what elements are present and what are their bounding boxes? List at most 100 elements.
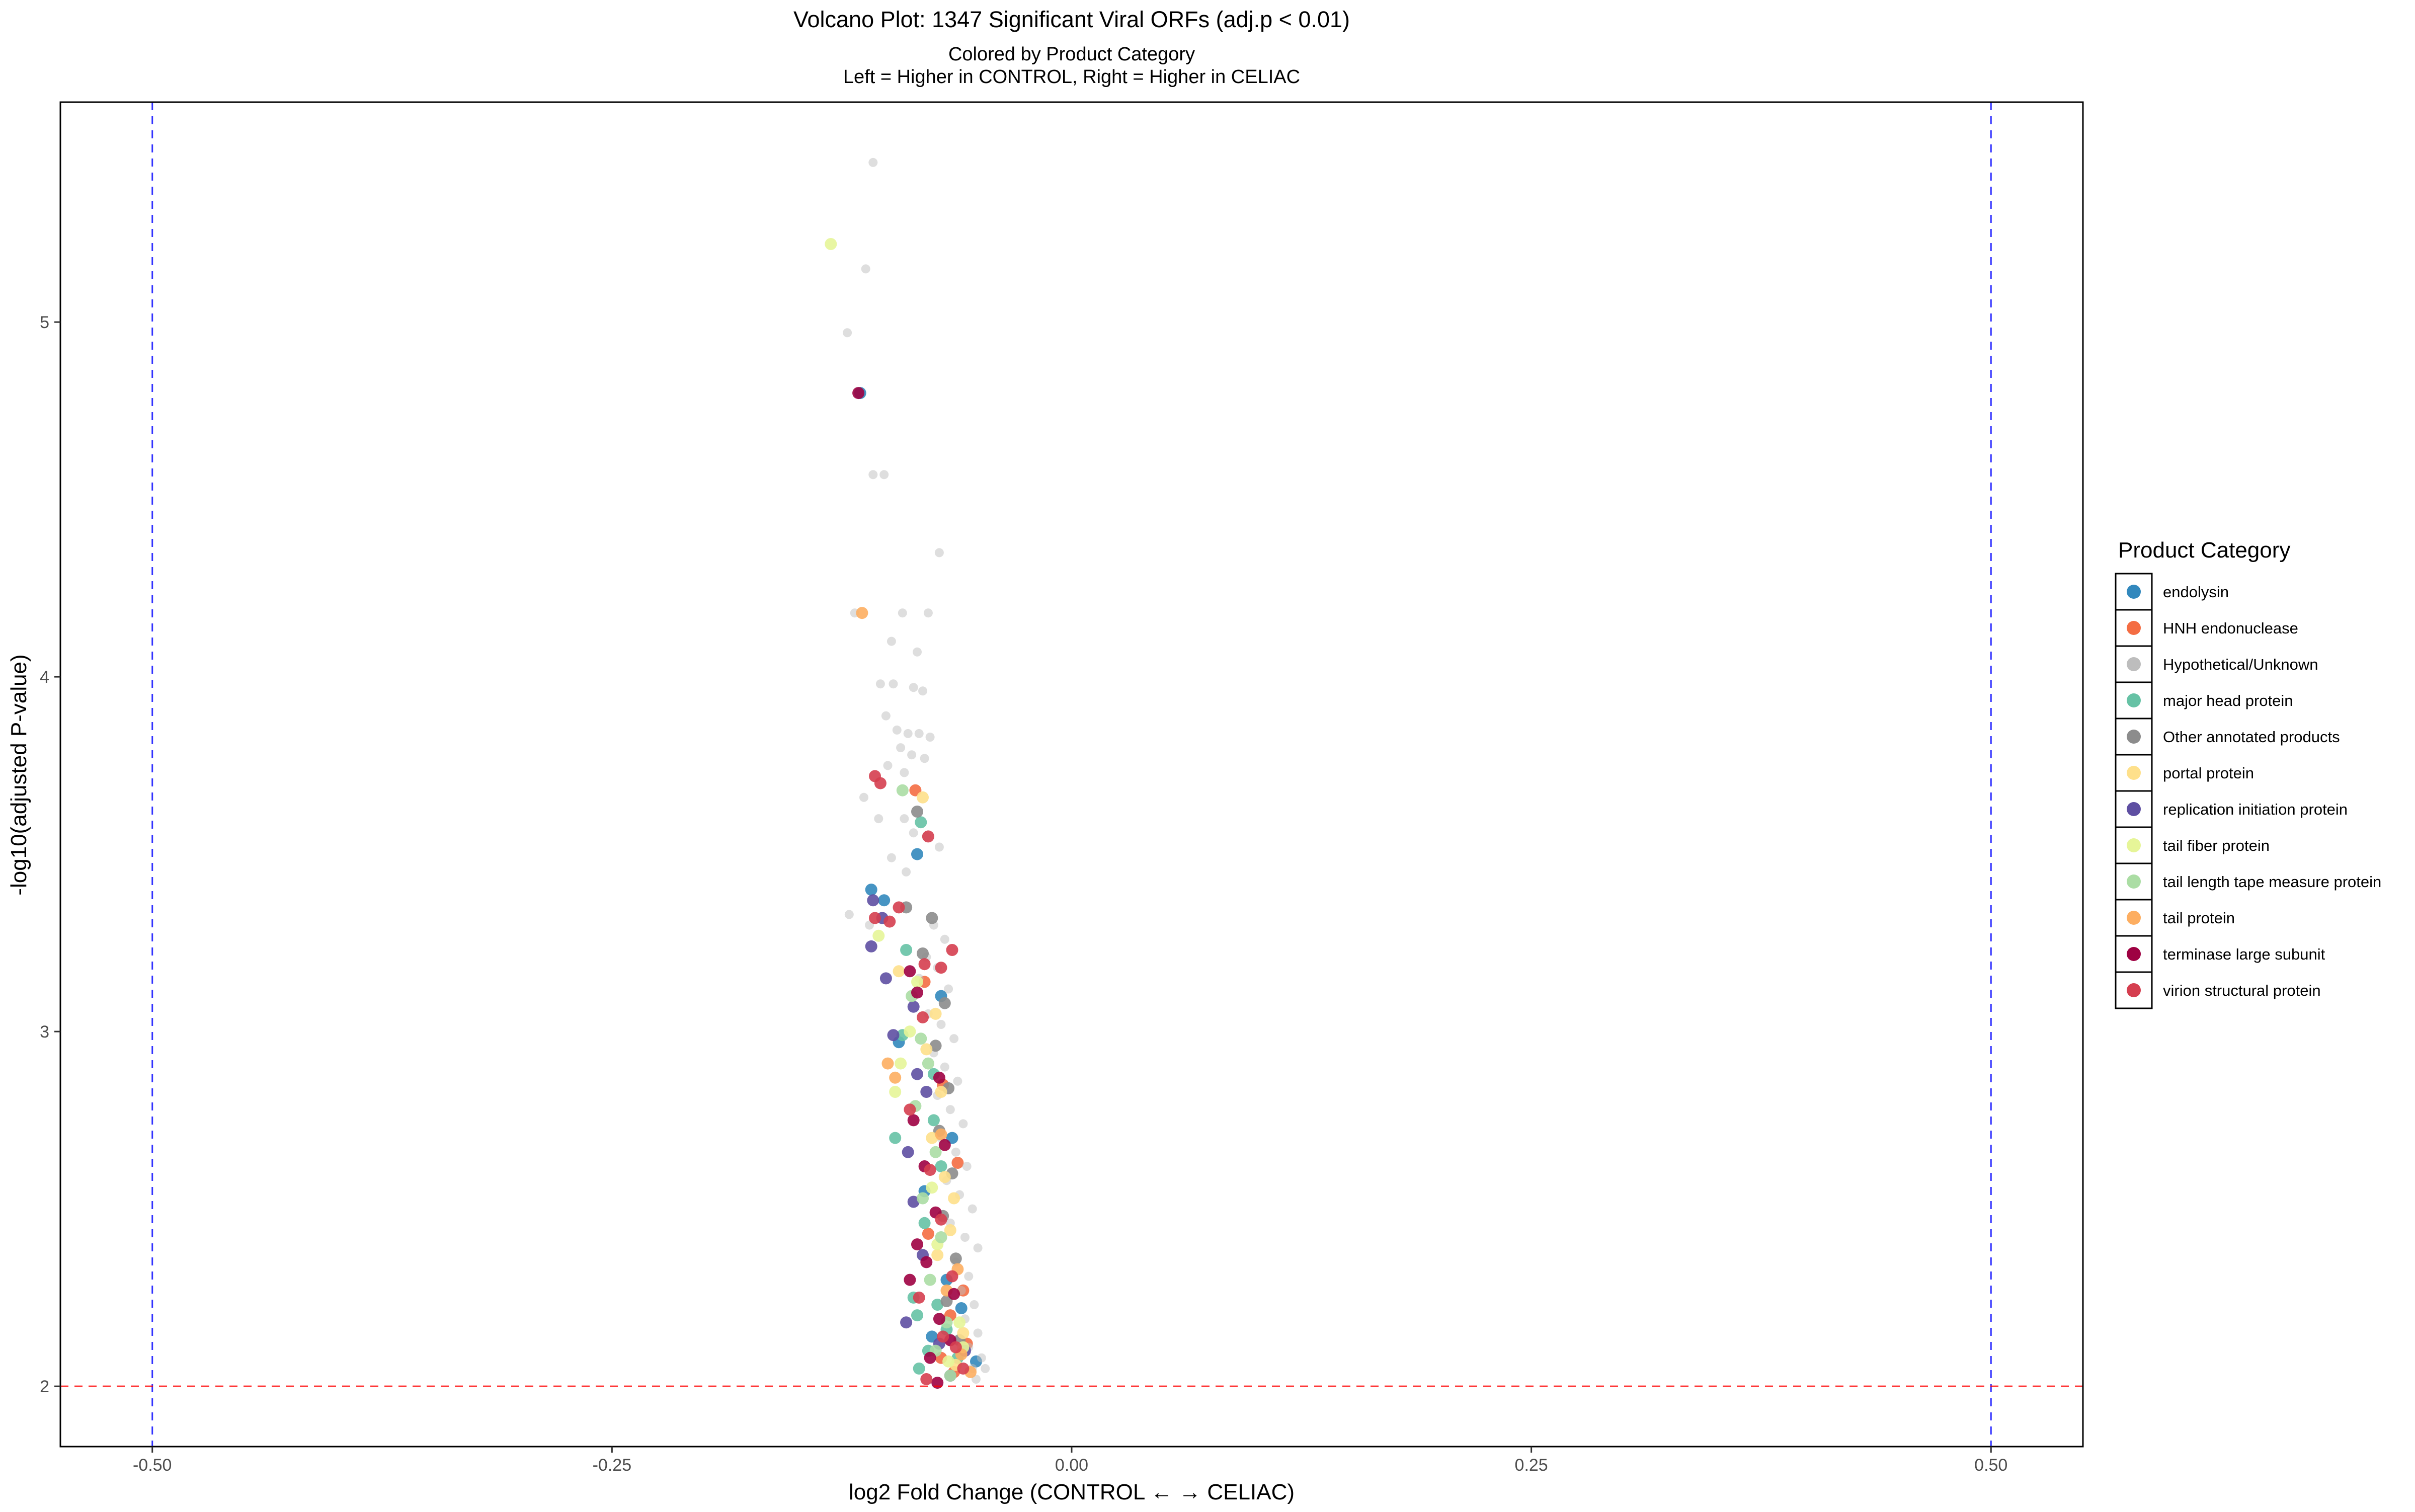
- data-point: [933, 1071, 945, 1084]
- legend-label: major head protein: [2163, 692, 2293, 709]
- data-point: [922, 1057, 934, 1070]
- legend-swatch: [2127, 802, 2141, 816]
- data-point: [889, 679, 898, 689]
- data-point: [917, 947, 929, 960]
- legend-key: [2115, 645, 2153, 683]
- legend-swatch: [2127, 693, 2141, 707]
- data-point: [900, 814, 909, 824]
- data-point: [951, 1157, 964, 1169]
- data-point: [900, 944, 913, 956]
- data-point: [924, 1274, 936, 1286]
- legend-items: endolysin HNH endonuclease Hypothetical/Un…: [2115, 573, 2381, 1009]
- y-tick-label: 2: [40, 1377, 49, 1396]
- data-point: [938, 1171, 951, 1183]
- data-point: [902, 867, 911, 877]
- legend-label: virion structural protein: [2163, 982, 2321, 999]
- data-point: [922, 1228, 934, 1240]
- data-point: [872, 929, 885, 942]
- data-point: [892, 725, 902, 735]
- legend-swatch: [2127, 874, 2141, 889]
- data-point: [881, 1057, 894, 1070]
- data-point: [945, 1105, 955, 1115]
- data-point: [874, 814, 883, 824]
- data-point: [914, 729, 924, 738]
- data-point: [957, 1327, 970, 1339]
- data-point: [843, 328, 852, 338]
- legend-label: portal protein: [2163, 764, 2254, 782]
- legend-swatch: [2127, 730, 2141, 744]
- data-point: [909, 828, 918, 838]
- data-point: [973, 1328, 983, 1338]
- data-point: [904, 1025, 916, 1038]
- data-point: [946, 1270, 958, 1283]
- data-points-layer: [825, 157, 990, 1389]
- data-point: [934, 842, 944, 852]
- data-point: [977, 1353, 986, 1363]
- legend-label: HNH endonuclease: [2163, 619, 2298, 637]
- data-point: [895, 1057, 907, 1070]
- data-point: [861, 264, 870, 274]
- legend-swatch: [2127, 585, 2141, 599]
- data-point: [844, 910, 854, 919]
- data-point: [913, 1291, 925, 1304]
- legend-swatch: [2127, 766, 2141, 780]
- data-point: [893, 965, 905, 978]
- data-point: [918, 958, 931, 971]
- legend-swatch: [2127, 947, 2141, 961]
- data-point: [964, 1271, 974, 1281]
- data-point: [911, 986, 923, 999]
- data-point: [955, 1302, 968, 1314]
- legend-label: tail fiber protein: [2163, 837, 2270, 854]
- data-point: [962, 1162, 972, 1171]
- data-point: [911, 848, 923, 860]
- data-point: [936, 1020, 946, 1029]
- data-point: [865, 884, 877, 896]
- y-axis-label: -log10(adjusted P-value): [7, 654, 31, 895]
- data-point: [911, 806, 923, 818]
- data-point: [960, 1233, 970, 1242]
- data-point: [867, 894, 879, 907]
- data-point: [933, 1313, 945, 1325]
- data-point: [981, 1364, 990, 1373]
- data-point: [944, 1370, 956, 1382]
- data-point: [938, 1139, 951, 1151]
- data-point: [887, 636, 896, 646]
- data-point: [915, 1032, 927, 1045]
- data-point: [913, 1362, 925, 1375]
- data-point: [917, 1192, 929, 1205]
- legend-title: Product Category: [2118, 538, 2290, 563]
- x-tick-label: -0.25: [593, 1456, 632, 1475]
- data-point: [958, 1119, 968, 1129]
- data-point: [911, 1238, 923, 1251]
- data-point: [881, 711, 891, 721]
- data-point: [953, 1076, 962, 1086]
- data-point: [957, 1362, 970, 1375]
- data-point: [898, 608, 907, 618]
- legend-swatch: [2127, 838, 2141, 852]
- legend-swatch: [2127, 621, 2141, 635]
- x-tick-label: 0.50: [1974, 1456, 2007, 1475]
- data-point: [883, 761, 893, 770]
- legend-label: Other annotated products: [2163, 728, 2340, 746]
- data-point: [944, 984, 953, 994]
- chart-title: Volcano Plot: 1347 Significant Viral ORF…: [793, 7, 1350, 32]
- data-point: [935, 1160, 947, 1172]
- data-point: [973, 1243, 983, 1253]
- data-point: [907, 1196, 920, 1208]
- data-point: [918, 1217, 931, 1229]
- data-point: [825, 238, 837, 250]
- legend: Product Category endolysin HNH endonuclea…: [2115, 538, 2381, 1009]
- data-point: [948, 1288, 960, 1300]
- data-point: [896, 784, 909, 797]
- data-point: [949, 1252, 962, 1265]
- data-point: [900, 768, 909, 777]
- data-point: [920, 1373, 933, 1385]
- data-point: [935, 1086, 947, 1098]
- data-point: [875, 679, 885, 689]
- data-point: [911, 976, 923, 988]
- data-point: [946, 944, 958, 956]
- data-point: [917, 791, 929, 804]
- data-point: [887, 853, 896, 862]
- data-point: [924, 1351, 936, 1364]
